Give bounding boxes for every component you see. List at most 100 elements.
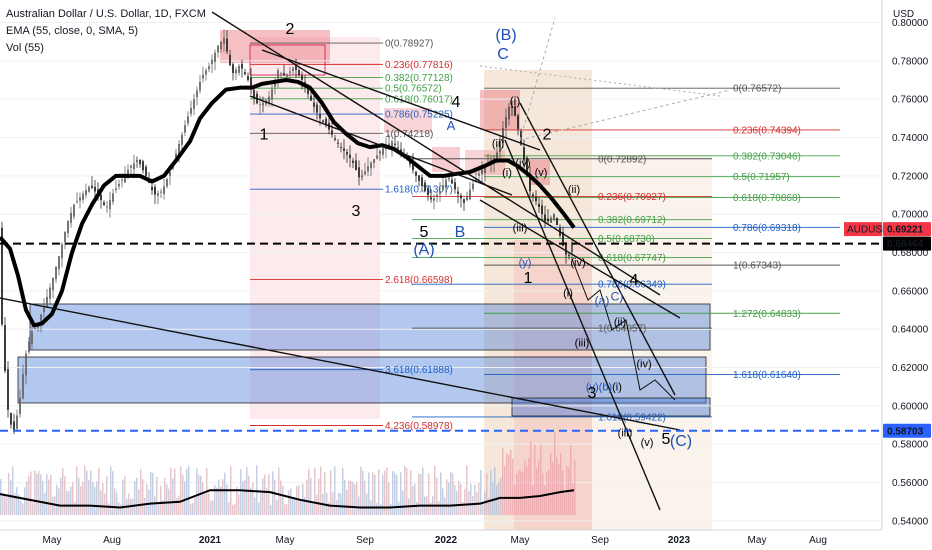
- candle-body: [544, 214, 546, 222]
- volume-bar: [402, 490, 404, 515]
- candle-body: [556, 217, 558, 225]
- blue-level-badge: 0.58703: [887, 426, 924, 437]
- volume-bar: [154, 496, 156, 515]
- volume-bar: [170, 467, 172, 515]
- candle-body: [220, 41, 222, 50]
- candle-body: [268, 96, 270, 104]
- time-tick-label: 2023: [668, 535, 691, 546]
- volume-bar: [104, 493, 106, 515]
- time-tick-label: Aug: [103, 535, 121, 546]
- candle-body: [481, 169, 483, 174]
- volume-bar: [554, 432, 556, 515]
- price-tick-label: 0.68000: [892, 248, 929, 259]
- volume-bar: [256, 465, 258, 515]
- volume-bar: [454, 485, 456, 515]
- candle-body: [238, 65, 240, 73]
- candle-body: [169, 172, 171, 176]
- price-tick-label: 0.66000: [892, 286, 929, 297]
- candle-body: [82, 193, 84, 200]
- volume-bar: [522, 472, 524, 515]
- candle-body: [508, 106, 510, 120]
- candle-body: [136, 160, 138, 162]
- candle-body: [364, 171, 366, 175]
- candle-body: [394, 143, 396, 145]
- candle-body: [223, 37, 225, 45]
- supply-box-a3: [384, 108, 432, 133]
- volume-bar: [286, 504, 288, 515]
- wave-label: (iv): [636, 359, 651, 371]
- volume-bar: [28, 475, 30, 515]
- wave-label: (ii): [614, 316, 626, 328]
- candle-body: [448, 177, 450, 180]
- candle-body: [331, 130, 333, 135]
- wave-label: (C): [670, 433, 692, 450]
- price-tick-label: 0.74000: [892, 133, 929, 144]
- last-price-badge: 0.69221: [887, 225, 924, 236]
- volume-bar: [342, 467, 344, 515]
- volume-bar: [116, 492, 118, 515]
- volume-bar: [42, 480, 44, 515]
- volume-bar: [250, 487, 252, 515]
- candle-body: [301, 75, 303, 81]
- time-tick-label: May: [43, 535, 62, 546]
- volume-bar: [382, 474, 384, 515]
- fib-level-label: 1.618(0.59422): [598, 412, 666, 423]
- volume-bar: [160, 485, 162, 515]
- volume-bar: [280, 480, 282, 515]
- fib-level-label: 0.236(0.70927): [598, 192, 666, 203]
- volume-bar: [58, 488, 60, 515]
- candle-body: [241, 63, 243, 69]
- time-tick-label: 2022: [435, 535, 458, 546]
- candle-body: [58, 256, 60, 270]
- wave-label: (B): [495, 27, 516, 44]
- time-axis[interactable]: May Aug 2021 May Sep 2022 May Sep 2023 May Aug: [0, 529, 932, 550]
- wave-label: 4: [452, 94, 461, 111]
- candle-body: [502, 128, 504, 143]
- candle-body: [307, 87, 309, 94]
- candle-body: [436, 194, 438, 198]
- candle-body: [457, 191, 459, 195]
- candle-body: [541, 205, 543, 215]
- symbol-title[interactable]: Australian Dollar / U.S. Dollar, 1D, FXC…: [6, 8, 206, 20]
- volume-bar: [214, 484, 216, 515]
- candle-body: [199, 81, 201, 91]
- candle-body: [262, 103, 264, 105]
- volume-bar: [98, 467, 100, 515]
- volume-bar: [60, 477, 62, 515]
- volume-bar: [192, 502, 194, 515]
- volume-bar: [18, 494, 20, 515]
- price-tick-label: 0.58000: [892, 440, 929, 451]
- supply-box-b: [480, 90, 520, 130]
- wave-label: C: [497, 46, 509, 63]
- channel-line-3: [261, 49, 541, 151]
- candle-body: [25, 353, 27, 376]
- candle-body: [562, 232, 564, 246]
- candle-body: [442, 185, 444, 190]
- volume-bar: [366, 493, 368, 515]
- candle-body: [463, 199, 465, 203]
- ema-layer: [0, 78, 576, 328]
- candle-body: [571, 242, 573, 253]
- supply-box-top: [220, 30, 330, 63]
- volume-bar: [8, 472, 10, 515]
- price-axis-unit: USD: [893, 9, 914, 20]
- black-level-badge: 0.68464: [887, 239, 924, 250]
- candle-body: [73, 204, 75, 217]
- candle-body: [232, 64, 234, 74]
- volume-bar: [478, 482, 480, 515]
- candle-body: [298, 70, 300, 75]
- time-tick-label: May: [748, 535, 767, 546]
- wave-label: (i): [502, 167, 512, 179]
- volume-indicator-label[interactable]: Vol (55): [6, 42, 44, 54]
- volume-bar: [30, 471, 32, 515]
- wave-label: 3: [352, 203, 361, 220]
- volume-bar: [312, 503, 314, 515]
- candle-body: [124, 174, 126, 183]
- candle-body: [346, 152, 348, 155]
- ema-indicator-label[interactable]: EMA (55, close, 0, SMA, 5): [6, 25, 139, 37]
- candle-body: [352, 160, 354, 163]
- candle-body: [373, 159, 375, 163]
- volume-bar: [244, 479, 246, 515]
